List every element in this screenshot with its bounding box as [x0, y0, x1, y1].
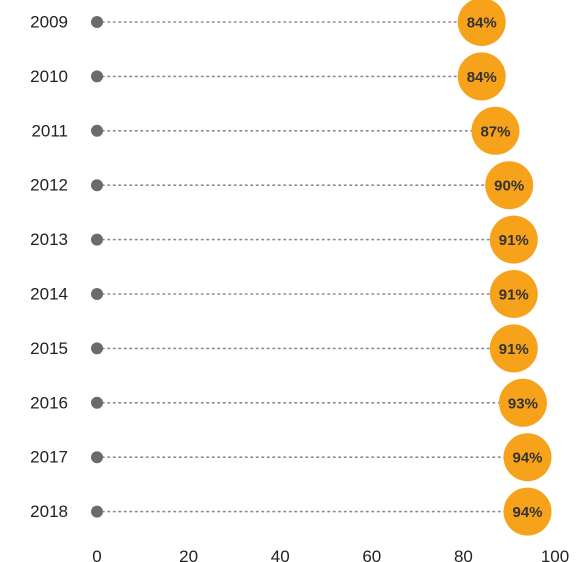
- start-dot: [91, 288, 103, 300]
- start-dot: [91, 16, 103, 28]
- start-dot: [91, 233, 103, 246]
- start-dot: [91, 342, 103, 355]
- value-label: 91%: [499, 287, 529, 304]
- year-label: 2015: [30, 339, 68, 358]
- value-bubble: [498, 378, 547, 427]
- start-dot: [91, 124, 103, 137]
- value-bubble: [503, 487, 552, 536]
- year-label: 2013: [30, 230, 68, 249]
- value-bubble: [489, 270, 538, 318]
- value-bubble: [471, 106, 520, 155]
- value-label: 87%: [480, 123, 510, 140]
- value-bubble: [485, 161, 534, 210]
- value-bubble: [489, 215, 538, 264]
- value-bubble: [503, 433, 552, 482]
- year-label: 2016: [30, 393, 68, 412]
- value-bubble: [457, 52, 506, 101]
- value-label: 91%: [499, 232, 529, 249]
- year-label: 2010: [30, 67, 68, 86]
- x-tick-label: 20: [179, 547, 198, 562]
- x-tick-label: 0: [92, 547, 101, 562]
- value-label: 93%: [508, 395, 538, 412]
- year-label: 2012: [30, 176, 68, 195]
- value-bubble: [489, 324, 538, 373]
- x-tick-label: 40: [271, 547, 290, 562]
- year-label: 2018: [30, 502, 68, 521]
- start-dot: [91, 505, 103, 518]
- start-dot: [91, 70, 103, 83]
- x-tick-label: 60: [362, 547, 381, 562]
- start-dot: [91, 179, 103, 192]
- year-label: 2014: [30, 285, 68, 304]
- value-bubble: [457, 0, 506, 46]
- value-label: 94%: [513, 450, 543, 467]
- start-dot: [91, 396, 103, 409]
- value-label: 84%: [467, 69, 497, 86]
- value-label: 84%: [467, 15, 497, 32]
- value-label: 91%: [499, 341, 529, 358]
- year-label: 2017: [30, 448, 68, 467]
- value-label: 90%: [494, 178, 524, 195]
- start-dot: [91, 451, 103, 464]
- value-label: 94%: [513, 504, 543, 521]
- year-label: 2009: [30, 13, 68, 32]
- x-tick-label: 100: [541, 547, 569, 562]
- x-tick-label: 80: [454, 547, 473, 562]
- year-label: 2011: [31, 121, 68, 140]
